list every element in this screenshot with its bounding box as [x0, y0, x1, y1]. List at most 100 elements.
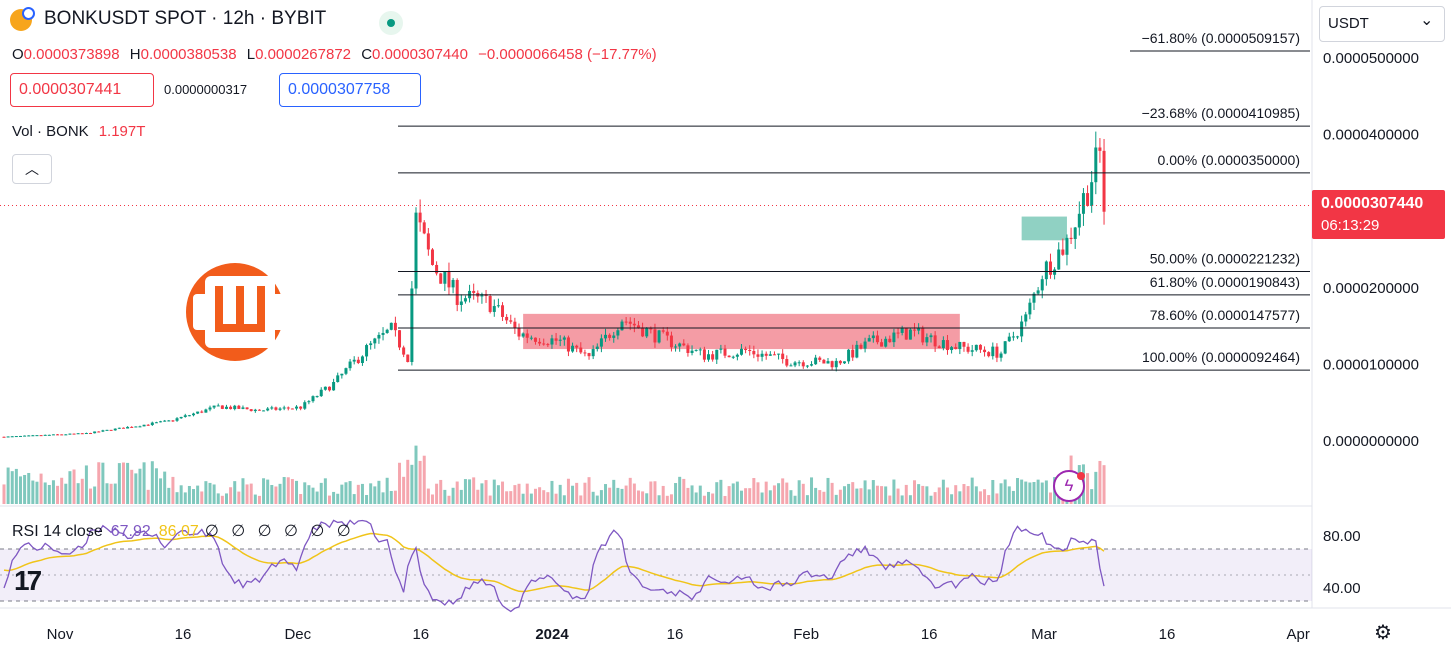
volume-bar [838, 489, 842, 504]
volume-bar [678, 476, 682, 504]
volume-bar [142, 462, 146, 504]
volume-bar [1032, 482, 1036, 504]
candle-body [220, 405, 224, 409]
volume-bar [612, 479, 616, 504]
candle-body [253, 409, 257, 412]
candle-body [138, 426, 142, 428]
candle-body [241, 407, 245, 409]
candle-body [921, 328, 925, 343]
candle-body [731, 356, 735, 358]
candle-body [1032, 293, 1036, 303]
symbol-title[interactable]: BONKUSDT SPOT · 12h · BYBIT [44, 8, 327, 29]
candle-body [1053, 269, 1057, 275]
candle-body [35, 435, 39, 437]
candle-body [237, 405, 241, 409]
volume-bar [641, 491, 645, 504]
candle-body [509, 320, 513, 322]
candle-body [665, 331, 669, 336]
sell-button[interactable]: 0.0000307441 [10, 73, 154, 107]
candle-body [575, 345, 579, 348]
volume-bar [410, 464, 414, 504]
candle-body [117, 427, 121, 429]
candle-body [735, 354, 739, 357]
volume-bar [962, 484, 966, 504]
volume-bar [130, 469, 134, 504]
volume-bar [748, 488, 752, 504]
candle-body [830, 361, 834, 368]
volume-bar [851, 482, 855, 504]
volume-bar [39, 473, 43, 504]
open-key: O [12, 46, 24, 63]
volume-bar [146, 489, 150, 504]
candle-body [599, 338, 603, 347]
candle-body [797, 362, 801, 364]
candle-body [426, 233, 430, 250]
candle-body [1040, 279, 1044, 291]
volume-bar [348, 481, 352, 504]
candle-body [913, 329, 917, 331]
currency-select[interactable]: USDT [1319, 6, 1445, 42]
volume-bar [1094, 471, 1098, 504]
volume-bar [270, 485, 274, 504]
candle-body [2, 436, 6, 438]
candle-body [1011, 336, 1015, 338]
volume-bar [599, 490, 603, 504]
collapse-legend-button[interactable]: ︿ [12, 154, 52, 184]
candle-body [385, 329, 389, 333]
candle-body [525, 333, 529, 338]
volume-bar [472, 477, 476, 504]
volume-bar [686, 487, 690, 504]
volume-bar [674, 483, 678, 504]
volume-bar [299, 494, 303, 504]
candle-body [463, 298, 467, 302]
volume-bar [344, 482, 348, 504]
volume-bar [105, 483, 109, 504]
candle-body [661, 330, 665, 332]
candle-body [995, 346, 999, 358]
volume-bar [212, 484, 216, 504]
volume-bar [777, 483, 781, 504]
volume-bar [888, 495, 892, 504]
volume-bar [402, 476, 406, 504]
volume-bar [871, 480, 875, 504]
candle-body [896, 332, 900, 334]
close-key: C [361, 46, 373, 63]
volume-bar [983, 489, 987, 504]
candle-body [1094, 147, 1098, 183]
volume-bar [847, 483, 851, 504]
candle-body [381, 332, 385, 335]
volume-bar [904, 484, 908, 504]
chevron-down-icon: ⌄ [1420, 12, 1434, 29]
volume-bar [669, 494, 673, 504]
rsi-legend: RSI 14 close 67.92 86.07 ∅ ∅ ∅ ∅ ∅ ∅ [12, 521, 355, 541]
candle-body [653, 329, 657, 343]
rsi-empty-values: ∅ ∅ ∅ ∅ ∅ ∅ [204, 523, 355, 540]
volume-bar [455, 481, 459, 504]
volume-bar [830, 482, 834, 504]
bar-countdown: 06:13:29 [1321, 217, 1380, 234]
volume-bar [290, 479, 294, 504]
volume-bar [80, 478, 84, 504]
candle-body [533, 337, 537, 342]
volume-bar [933, 492, 937, 504]
candle-body [513, 321, 517, 328]
candle-body [925, 337, 929, 343]
volume-bar [220, 495, 224, 504]
rsi-value: 67.92 [110, 523, 151, 540]
volume-bar [616, 487, 620, 504]
candle-body [777, 353, 781, 355]
volume-bar [954, 485, 958, 504]
volume-bar [286, 477, 290, 504]
volume-bar [51, 480, 55, 504]
gear-icon[interactable]: ⚙ [1374, 622, 1392, 644]
buy-button[interactable]: 0.0000307758 [279, 73, 421, 107]
tradingview-logo[interactable]: 17 [14, 565, 42, 596]
candle-body [352, 359, 356, 362]
candle-body [978, 344, 982, 350]
candle-body [278, 408, 282, 410]
candle-body [150, 422, 154, 426]
candle-body [274, 407, 278, 410]
volume-bar [447, 495, 451, 504]
candle-body [1073, 227, 1077, 240]
